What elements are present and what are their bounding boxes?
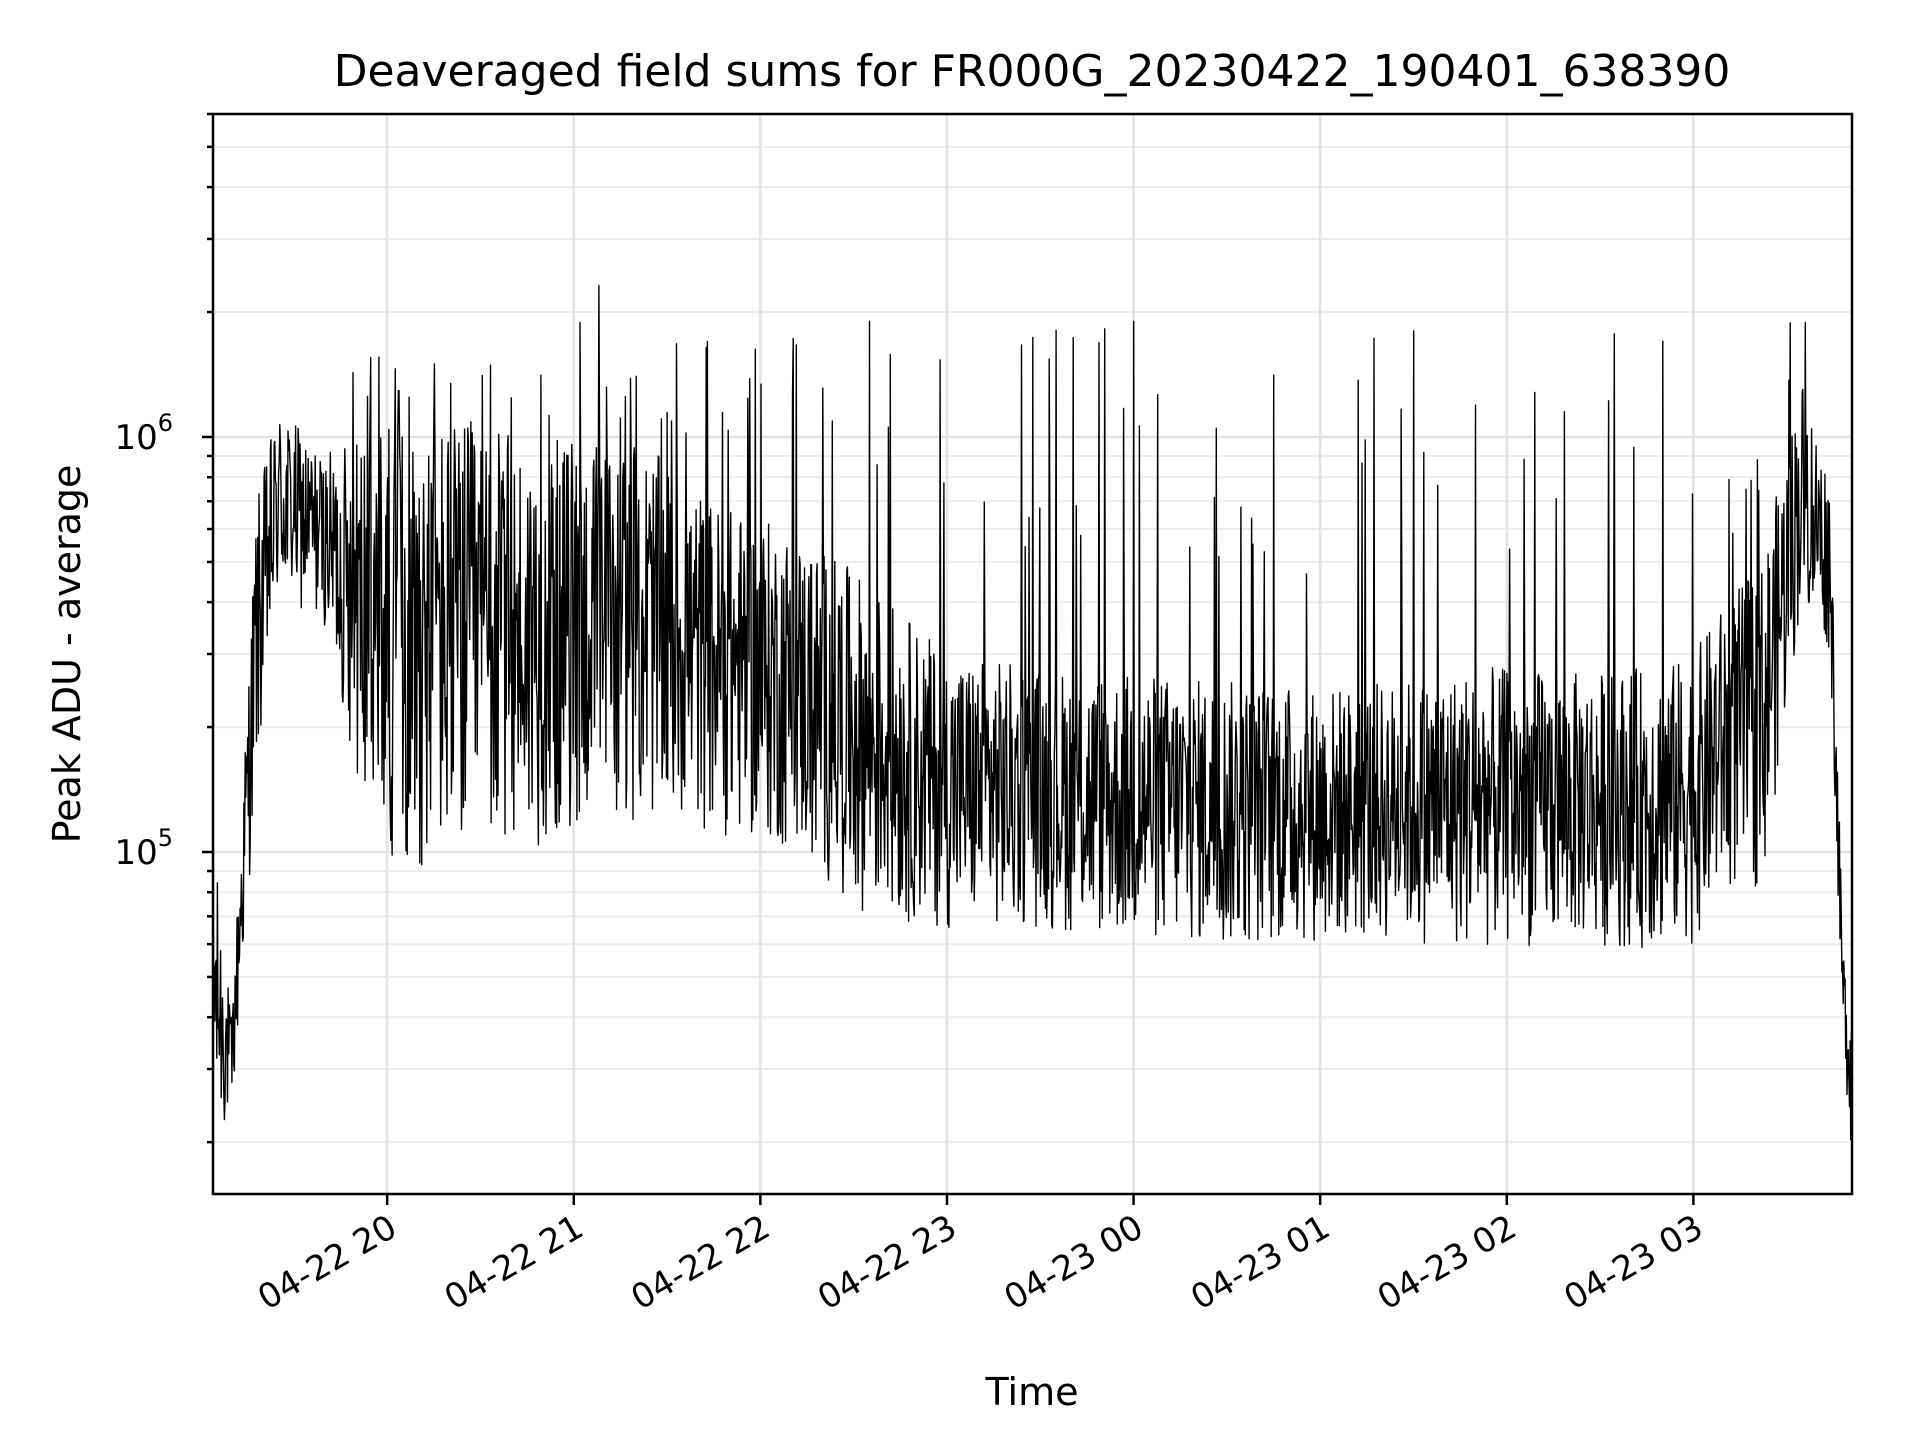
chart-title: Deaveraged field sums for FR000G_2023042… bbox=[334, 46, 1731, 97]
x-axis-label: Time bbox=[985, 1370, 1079, 1414]
y-tick-label: 106 bbox=[114, 409, 173, 458]
y-tick-label: 105 bbox=[114, 824, 173, 873]
series-line bbox=[212, 284, 1853, 1141]
y-axis-label: Peak ADU - average bbox=[45, 465, 89, 844]
